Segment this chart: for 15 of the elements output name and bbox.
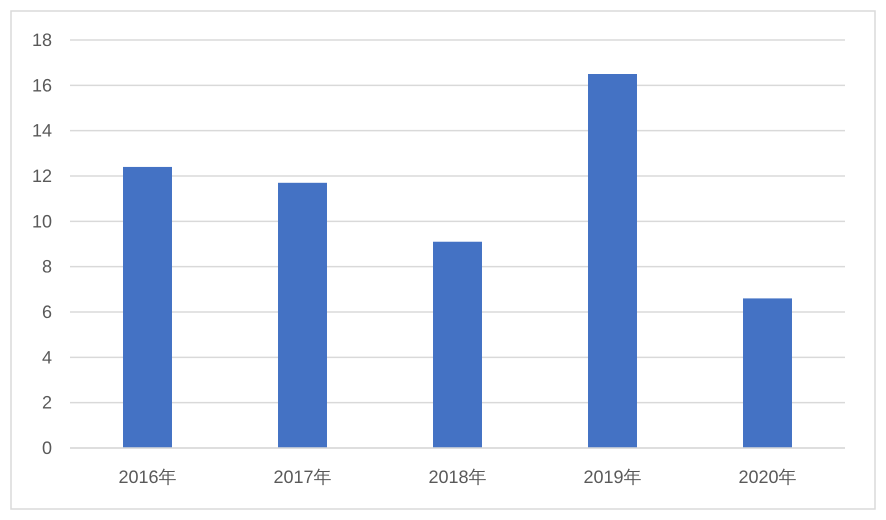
y-tick-label: 10 (32, 211, 52, 232)
y-tick-label: 8 (42, 256, 52, 277)
y-tick-label: 4 (42, 347, 52, 368)
y-tick-label: 0 (42, 438, 52, 458)
y-tick-label: 16 (32, 75, 52, 96)
y-tick-label: 14 (32, 120, 52, 141)
y-tick-label: 6 (42, 302, 52, 322)
y-tick-label: 2 (42, 392, 52, 413)
x-tick-label: 2018年 (428, 467, 487, 487)
x-tick-label: 2016年 (118, 467, 177, 487)
y-tick-label: 12 (32, 166, 52, 186)
x-tick-label: 2020年 (738, 467, 797, 487)
x-tick-label: 2017年 (273, 467, 332, 487)
y-tick-label: 18 (32, 30, 52, 50)
x-tick-label: 2019年 (583, 467, 642, 487)
